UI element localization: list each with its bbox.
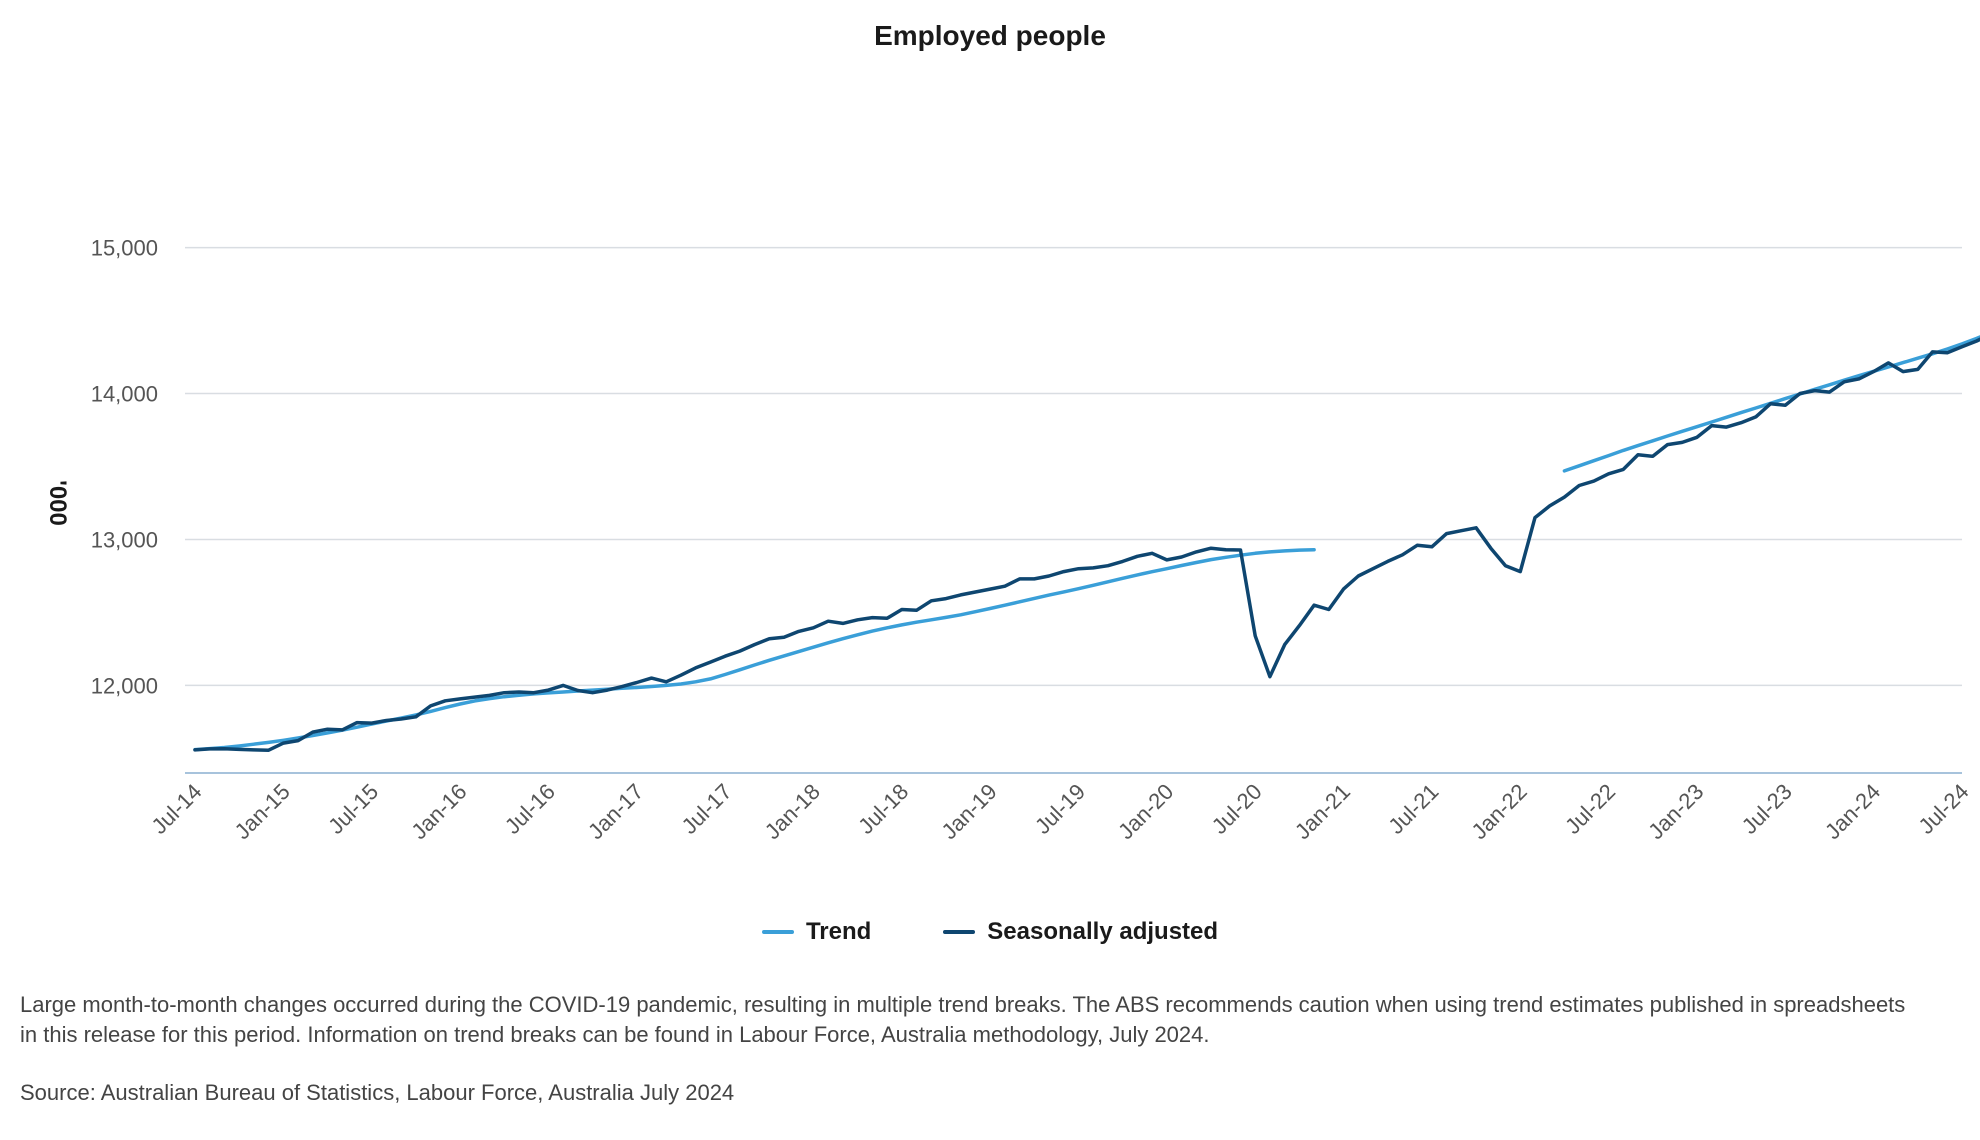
chart-title: Employed people [874, 20, 1106, 51]
x-tick-label: Jan-19 [936, 779, 1001, 844]
x-tick-label: Jul-22 [1560, 779, 1620, 839]
x-tick-label: Jul-21 [1383, 779, 1443, 839]
x-tick-label: Jan-15 [230, 779, 295, 844]
x-tick-label: Jul-24 [1913, 779, 1973, 839]
chart-note: Large month-to-month changes occurred du… [20, 992, 1906, 1047]
legend-item-seasonally-adjusted[interactable]: Seasonally adjusted [943, 918, 1218, 946]
series-line-trend-0 [193, 547, 1316, 752]
legend: Trend Seasonally adjusted [0, 918, 1980, 946]
legend-swatch-seasonally-adjusted [943, 930, 976, 934]
y-axis-label: '000 [44, 480, 71, 526]
y-tick-label: 12,000 [91, 673, 158, 698]
x-tick-label: Jul-14 [146, 779, 206, 839]
legend-label-trend: Trend [805, 918, 872, 945]
x-tick-label: Jul-20 [1207, 779, 1267, 839]
x-tick-label: Jul-16 [500, 779, 560, 839]
y-tick-label: 14,000 [91, 382, 158, 407]
chart-source: Source: Australian Bureau of Statistics,… [20, 1080, 735, 1105]
series-line-trend-1 [1562, 335, 1980, 473]
x-tick-label: Jan-18 [760, 779, 825, 844]
x-tick-label: Jul-19 [1030, 779, 1090, 839]
x-tick-label: Jan-21 [1290, 779, 1355, 844]
x-tick-label: Jan-23 [1643, 779, 1708, 844]
x-tick-label: Jan-24 [1820, 779, 1885, 844]
x-tick-label: Jul-15 [323, 779, 383, 839]
legend-label-seasonally-adjusted: Seasonally adjusted [987, 918, 1219, 945]
x-tick-label: Jan-17 [583, 779, 648, 844]
x-tick-label: Jan-16 [406, 779, 471, 844]
legend-swatch-trend [761, 930, 794, 934]
y-tick-label: 15,000 [91, 236, 158, 261]
line-chart: 12,000 13,000 14,000 15,000 '000 Jul-14 Jan-15… [44, 236, 1980, 844]
x-tick-label: Jul-18 [853, 779, 913, 839]
x-tick-label: Jul-17 [677, 779, 737, 839]
series-line-seasonally-adjusted-0 [193, 337, 1980, 752]
legend-item-trend[interactable]: Trend [761, 918, 872, 946]
y-tick-label: 13,000 [91, 527, 158, 552]
x-tick-label: Jan-22 [1467, 779, 1532, 844]
x-tick-label: Jan-20 [1113, 779, 1178, 844]
x-tick-label: Jul-23 [1737, 779, 1797, 839]
